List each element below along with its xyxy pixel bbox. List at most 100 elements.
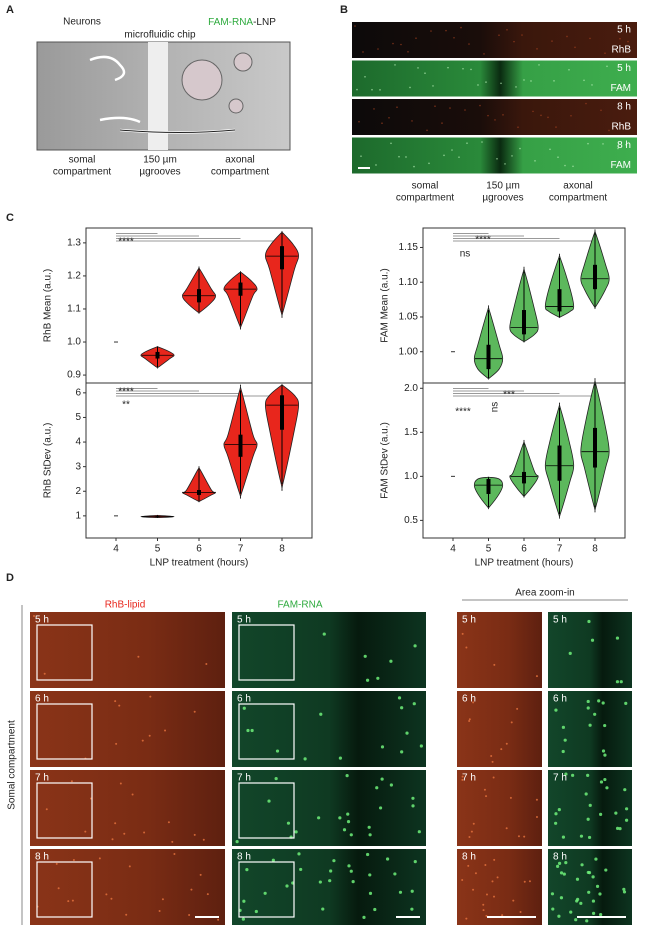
speck: [500, 82, 502, 85]
speck: [373, 108, 375, 110]
speck: [411, 120, 413, 122]
speck: [468, 720, 471, 723]
speck: [523, 79, 525, 81]
speck: [389, 783, 393, 787]
speck: [493, 895, 496, 898]
speck: [346, 812, 350, 816]
speck: [532, 110, 534, 113]
speck: [606, 65, 608, 68]
speck: [615, 826, 620, 830]
significance: ***: [503, 390, 515, 401]
speck: [585, 919, 589, 923]
speck: [601, 701, 605, 705]
speck: [513, 40, 515, 43]
compartment-label: somal: [412, 181, 439, 192]
speck: [622, 890, 627, 894]
iqr-box: [557, 445, 562, 481]
compartment-label: axonal: [563, 181, 592, 192]
speck: [586, 817, 590, 821]
speck: [516, 707, 519, 710]
speck: [199, 873, 202, 876]
speck: [485, 795, 488, 798]
speck: [128, 865, 131, 868]
speck: [515, 86, 517, 88]
time-label: 6 h: [462, 694, 476, 705]
speck: [329, 869, 333, 873]
speck: [587, 619, 591, 624]
speck: [602, 143, 604, 145]
speck: [141, 739, 144, 742]
speck: [447, 66, 449, 69]
label: microfluidic chip: [124, 30, 196, 41]
iqr-box: [280, 395, 284, 430]
speck: [453, 36, 455, 39]
speck: [461, 878, 464, 881]
time-label: 7 h: [462, 773, 476, 784]
speck: [498, 34, 500, 37]
speck: [410, 907, 414, 911]
speck: [245, 868, 249, 872]
speck: [206, 893, 209, 896]
speck: [563, 738, 567, 742]
speck: [161, 898, 164, 901]
speck: [485, 81, 487, 83]
speck: [413, 644, 417, 648]
speck: [591, 899, 596, 903]
speck: [493, 858, 496, 861]
compartment-label: compartment: [396, 193, 455, 204]
speck: [564, 772, 568, 776]
speck: [481, 141, 483, 143]
compartment-label: compartment: [53, 167, 112, 178]
speck: [625, 807, 629, 811]
speck: [561, 749, 565, 754]
compartment-label: µgrooves: [482, 193, 523, 204]
speck: [345, 774, 349, 778]
x-tick-label: 8: [592, 544, 598, 555]
time-label: 8 h: [617, 102, 631, 113]
speck: [242, 706, 246, 710]
side-label: Somal compartment: [7, 720, 18, 810]
speck: [568, 651, 572, 655]
speck: [115, 742, 118, 745]
speck: [274, 776, 278, 781]
compartment-label: 150 µm: [486, 181, 520, 192]
speck: [373, 907, 377, 912]
speck: [493, 663, 496, 666]
speck: [619, 680, 623, 684]
speck: [590, 638, 595, 642]
speck: [193, 833, 196, 836]
speck: [479, 104, 481, 107]
speck: [389, 659, 393, 663]
speck: [275, 749, 280, 753]
significance: ****: [455, 407, 471, 418]
y-axis-label: FAM StDev (a.u.): [380, 422, 391, 499]
compartment-label: axonal: [225, 155, 254, 166]
speck: [371, 88, 373, 91]
speck: [599, 812, 603, 816]
speck: [263, 891, 267, 895]
y-tick-label: 1.05: [399, 312, 419, 323]
x-tick-label: 5: [155, 544, 161, 555]
time-label: 8 h: [35, 852, 49, 863]
x-axis-label: LNP treatment (hours): [150, 558, 249, 569]
speck: [559, 896, 564, 900]
speck: [393, 872, 397, 876]
x-tick-label: 4: [113, 544, 119, 555]
speck: [400, 750, 404, 754]
speck: [556, 864, 560, 868]
speck: [553, 80, 555, 82]
x-tick-label: 7: [238, 544, 244, 555]
speck: [615, 680, 620, 684]
speck: [190, 888, 193, 891]
speck: [441, 122, 443, 124]
speck: [523, 835, 526, 838]
speck: [417, 67, 419, 69]
channel-label: FAM: [610, 83, 631, 94]
iqr-box: [593, 264, 597, 290]
y-axis-label: FAM Mean (a.u.): [380, 268, 391, 342]
speck: [605, 786, 609, 790]
x-axis-label: LNP treatment (hours): [475, 558, 574, 569]
strip: [352, 22, 637, 58]
speck: [496, 157, 498, 160]
speck: [491, 880, 494, 883]
